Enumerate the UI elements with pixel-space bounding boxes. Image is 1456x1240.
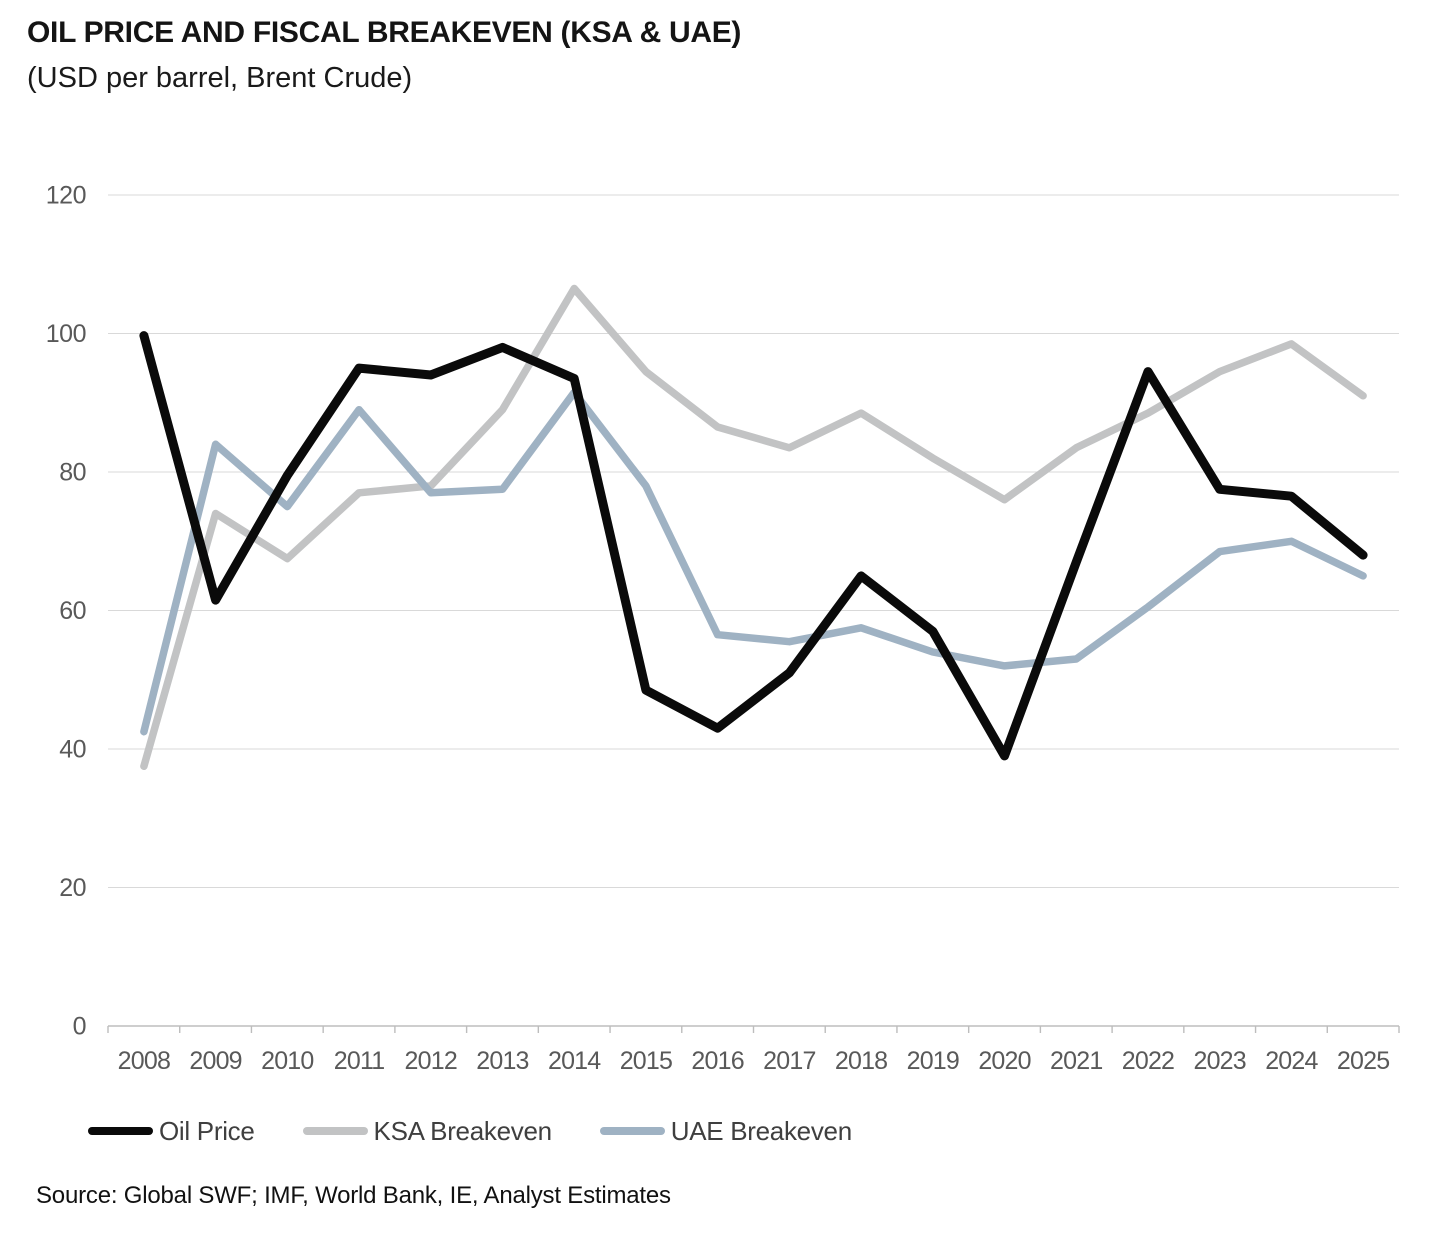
- chart-legend: Oil Price KSA Breakeven UAE Breakeven: [88, 1116, 852, 1146]
- x-tick-label: 2019: [907, 1047, 959, 1075]
- x-tick-label: 2024: [1265, 1047, 1318, 1075]
- x-tick-label: 2017: [763, 1047, 815, 1075]
- uae-breakeven-swatch-icon: [599, 1127, 665, 1135]
- x-tick-label: 2009: [189, 1047, 241, 1075]
- x-tick-label: 2011: [334, 1047, 385, 1075]
- uae-breakeven-line: [140, 388, 1367, 736]
- x-tick-label: 2008: [118, 1047, 170, 1075]
- legend-item-uae-breakeven: UAE Breakeven: [599, 1115, 852, 1147]
- legend-item-oil-price: Oil Price: [88, 1116, 255, 1147]
- x-tick-label: 2020: [978, 1047, 1030, 1075]
- source-note: Source: Global SWF; IMF, World Bank, IE,…: [36, 1182, 671, 1209]
- legend-label-uae-breakeven: UAE Breakeven: [670, 1115, 852, 1146]
- x-tick-label: 2018: [835, 1047, 887, 1075]
- legend-label-oil-price: Oil Price: [159, 1115, 255, 1146]
- y-tick-label: 20: [59, 874, 86, 902]
- y-tick-label: 120: [46, 182, 86, 210]
- y-tick-label: 0: [73, 1013, 86, 1041]
- y-tick-label: 80: [59, 459, 86, 487]
- legend-item-ksa-breakeven: KSA Breakeven: [302, 1115, 553, 1147]
- x-tick-label: 2012: [405, 1047, 457, 1075]
- x-tick-label: 2010: [261, 1047, 313, 1075]
- x-tick-label: 2016: [691, 1047, 743, 1075]
- legend-label-ksa-breakeven: KSA Breakeven: [373, 1115, 553, 1146]
- x-tick-label: 2015: [620, 1047, 672, 1075]
- oil-price-swatch-icon: [88, 1127, 153, 1135]
- x-tick-label: 2014: [548, 1047, 601, 1075]
- ksa-breakeven-swatch-icon: [302, 1127, 368, 1135]
- oil-price-line: [139, 331, 1368, 761]
- y-tick-label: 60: [59, 597, 86, 625]
- x-tick-label: 2023: [1193, 1047, 1245, 1075]
- x-tick-label: 2025: [1337, 1047, 1389, 1075]
- page-title: OIL PRICE AND FISCAL BREAKEVEN (KSA & UA…: [27, 16, 742, 49]
- x-tick-label: 2013: [476, 1047, 528, 1075]
- page-subtitle: (USD per barrel, Brent Crude): [27, 62, 413, 94]
- y-tick-label: 40: [59, 736, 86, 764]
- ksa-breakeven-line: [140, 284, 1367, 771]
- y-tick-label: 100: [46, 320, 86, 348]
- x-tick-label: 2021: [1050, 1047, 1102, 1075]
- x-tick-label: 2022: [1122, 1047, 1174, 1075]
